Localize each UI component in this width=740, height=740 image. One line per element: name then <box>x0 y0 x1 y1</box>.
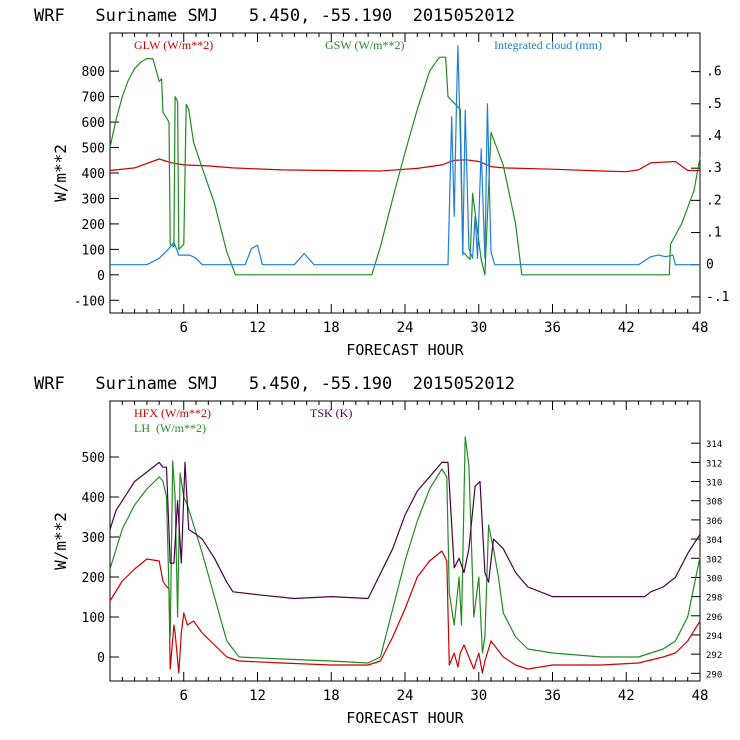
y2-tick-label: -.1 <box>706 290 729 305</box>
y-tick-label: 500 <box>82 451 105 466</box>
legend-cloud: Integrated cloud (mm) <box>494 38 602 52</box>
y-tick-label: 100 <box>82 611 105 626</box>
y2-tick-label: 306 <box>706 517 722 527</box>
series-line-lh <box>109 436 701 664</box>
chart-title: WRF Suriname SMJ 5.450, -55.190 20150520… <box>34 6 515 26</box>
series-line-glw <box>109 158 700 173</box>
series-group <box>109 45 701 276</box>
y-tick-label: 0 <box>97 651 105 666</box>
x-tick-label: 48 <box>692 688 709 704</box>
y-tick-label: 400 <box>82 167 105 182</box>
chart-title: WRF Suriname SMJ 5.450, -55.190 20150520… <box>34 374 515 394</box>
plot-frame <box>109 32 701 314</box>
y-tick-label: 300 <box>82 192 105 207</box>
y2-tick-label: 300 <box>706 574 722 584</box>
y2-tick-label: 314 <box>706 440 722 450</box>
y-tick-label: 100 <box>82 243 105 258</box>
right-axis: .6 .5 .4 .3 .2 .1 0 -.1 <box>691 65 729 305</box>
x-tick-label: 6 <box>180 688 188 704</box>
series-group <box>109 436 701 674</box>
x-tick-label: 6 <box>180 320 188 336</box>
y2-tick-label: .3 <box>706 161 722 176</box>
x-tick-label: 12 <box>249 320 266 336</box>
left-axis: 800 700 600 500 400 300 200 100 0 -100 <box>74 65 119 309</box>
y2-tick-label: .6 <box>706 65 722 80</box>
x-axis-label: FORECAST HOUR <box>346 341 464 359</box>
y-tick-label: 200 <box>82 218 105 233</box>
series-line-hfx <box>109 550 701 674</box>
panel-radiation: WRF Suriname SMJ 5.450, -55.190 20150520… <box>34 6 729 359</box>
x-tick-label: 30 <box>470 688 487 704</box>
y-tick-label: 600 <box>82 116 105 131</box>
x-axis: 6 12 18 24 30 36 42 48 <box>121 401 709 704</box>
y2-tick-label: 0 <box>706 258 714 273</box>
series-line-gsw <box>109 56 701 276</box>
x-tick-label: 42 <box>618 688 635 704</box>
y-tick-label: 800 <box>82 65 105 80</box>
x-tick-label: 18 <box>323 320 340 336</box>
x-axis: 6 12 18 24 30 36 42 48 <box>121 33 709 336</box>
y2-tick-label: 298 <box>706 594 722 604</box>
y2-tick-label: 312 <box>706 459 722 469</box>
series-line-tsk <box>109 461 701 600</box>
y2-tick-label: .1 <box>706 226 722 241</box>
x-tick-label: 24 <box>397 688 414 704</box>
y2-tick-label: 294 <box>706 632 722 642</box>
legend-glw: GLW (W/m**2) <box>134 38 213 52</box>
panel-fluxes: WRF Suriname SMJ 5.450, -55.190 20150520… <box>34 374 722 727</box>
y-tick-label: 0 <box>97 269 105 284</box>
x-tick-label: 12 <box>249 688 266 704</box>
y2-tick-label: 302 <box>706 555 722 565</box>
y-tick-label: 300 <box>82 531 105 546</box>
y2-tick-label: 304 <box>706 536 722 546</box>
y2-tick-label: .5 <box>706 97 722 112</box>
right-axis: 314 312 310 308 306 304 302 300 298 296 294 292 290 <box>691 440 722 680</box>
y2-tick-label: 308 <box>706 498 722 508</box>
y-tick-label: 400 <box>82 491 105 506</box>
x-tick-label: 42 <box>618 320 635 336</box>
y2-tick-label: 296 <box>706 613 722 623</box>
y-axis-label: W/m**2 <box>51 512 70 570</box>
y-tick-label: -100 <box>74 294 105 309</box>
legend-tsk: TSK (K) <box>310 406 352 420</box>
x-axis-label: FORECAST HOUR <box>346 709 464 727</box>
y2-tick-label: .4 <box>706 129 722 144</box>
y-tick-label: 700 <box>82 91 105 106</box>
legend-hfx: HFX (W/m**2) <box>134 406 211 420</box>
y2-tick-label: 292 <box>706 651 722 661</box>
x-tick-label: 18 <box>323 688 340 704</box>
y-tick-label: 500 <box>82 142 105 157</box>
y2-tick-label: .2 <box>706 193 722 208</box>
left-axis: 500 400 300 200 100 0 <box>82 451 119 666</box>
x-tick-label: 48 <box>692 320 709 336</box>
x-tick-label: 36 <box>544 688 561 704</box>
y2-tick-label: 310 <box>706 479 722 489</box>
y-tick-label: 200 <box>82 571 105 586</box>
y2-tick-label: 290 <box>706 670 722 680</box>
x-tick-label: 24 <box>397 320 414 336</box>
y-axis-label: W/m**2 <box>51 144 70 202</box>
legend-gsw: GSW (W/m**2) <box>325 38 404 52</box>
legend-lh: LH (W/m**2) <box>134 421 206 435</box>
x-tick-label: 36 <box>544 320 561 336</box>
x-tick-label: 30 <box>470 320 487 336</box>
series-line-integrated-cloud <box>110 45 700 266</box>
